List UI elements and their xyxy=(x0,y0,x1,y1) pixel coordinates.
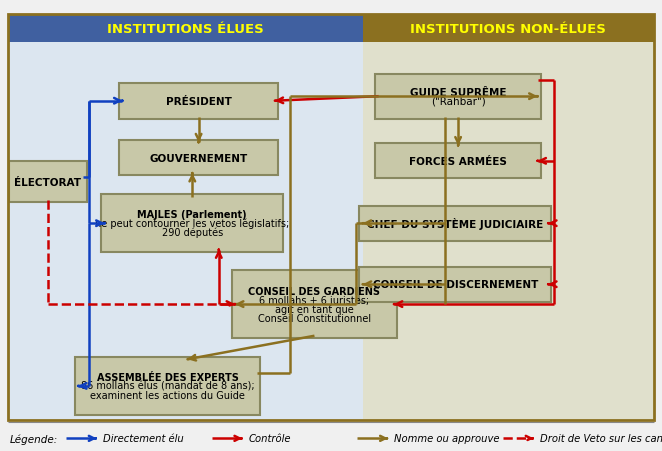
Text: Contrôle: Contrôle xyxy=(248,433,291,443)
Text: FORCES ARMÉES: FORCES ARMÉES xyxy=(409,156,507,166)
FancyBboxPatch shape xyxy=(101,195,283,253)
Text: 6 mollahs + 6 juristes;: 6 mollahs + 6 juristes; xyxy=(260,295,369,305)
FancyBboxPatch shape xyxy=(363,15,654,420)
Text: 86 mollahs élus (mandat de 8 ans);: 86 mollahs élus (mandat de 8 ans); xyxy=(81,381,254,391)
FancyBboxPatch shape xyxy=(359,267,551,302)
FancyBboxPatch shape xyxy=(363,15,654,43)
Text: CONSEIL DES GARDIENS: CONSEIL DES GARDIENS xyxy=(248,286,381,296)
FancyBboxPatch shape xyxy=(9,161,87,203)
Text: Conseil Constitutionnel: Conseil Constitutionnel xyxy=(258,313,371,323)
Text: Directement élu: Directement élu xyxy=(103,433,183,443)
Text: 290 députés: 290 députés xyxy=(162,227,223,238)
Text: GOUVERNEMENT: GOUVERNEMENT xyxy=(150,153,248,163)
Text: ÉLECTORAT: ÉLECTORAT xyxy=(14,177,81,187)
FancyBboxPatch shape xyxy=(359,206,551,241)
Text: examinent les actions du Guide: examinent les actions du Guide xyxy=(90,390,245,400)
FancyBboxPatch shape xyxy=(119,141,278,176)
Text: agit en tant que: agit en tant que xyxy=(275,304,354,314)
Text: Droit de Veto sur les candidats: Droit de Veto sur les candidats xyxy=(540,433,662,443)
Text: INSTITUTIONS NON-ÉLUES: INSTITUTIONS NON-ÉLUES xyxy=(410,23,606,36)
Text: INSTITUTIONS ÉLUES: INSTITUTIONS ÉLUES xyxy=(107,23,263,36)
Text: CONSEIL DE DISCERNEMENT: CONSEIL DE DISCERNEMENT xyxy=(373,280,538,290)
Text: ne peut contourner les vetos législatifs;: ne peut contourner les vetos législatifs… xyxy=(95,218,289,229)
Text: ("Rahbar"): ("Rahbar") xyxy=(431,97,485,106)
Text: Nomme ou approuve: Nomme ou approuve xyxy=(394,433,499,443)
FancyBboxPatch shape xyxy=(375,144,541,179)
FancyBboxPatch shape xyxy=(75,357,260,415)
FancyBboxPatch shape xyxy=(119,83,278,120)
Text: ASSEMBLÉE DES EXPERTS: ASSEMBLÉE DES EXPERTS xyxy=(97,372,238,382)
FancyBboxPatch shape xyxy=(8,15,363,43)
FancyBboxPatch shape xyxy=(375,74,541,120)
Text: PRÉSIDENT: PRÉSIDENT xyxy=(166,97,232,106)
FancyBboxPatch shape xyxy=(232,271,397,338)
Text: MAJLES (Parlement): MAJLES (Parlement) xyxy=(138,210,247,220)
Text: GUIDE SUPRÊME: GUIDE SUPRÊME xyxy=(410,87,506,97)
Text: Légende:: Légende: xyxy=(9,433,58,444)
FancyBboxPatch shape xyxy=(8,15,363,420)
Text: CHEF DU SYSTÈME JUDICIAIRE: CHEF DU SYSTÈME JUDICIAIRE xyxy=(367,218,544,230)
